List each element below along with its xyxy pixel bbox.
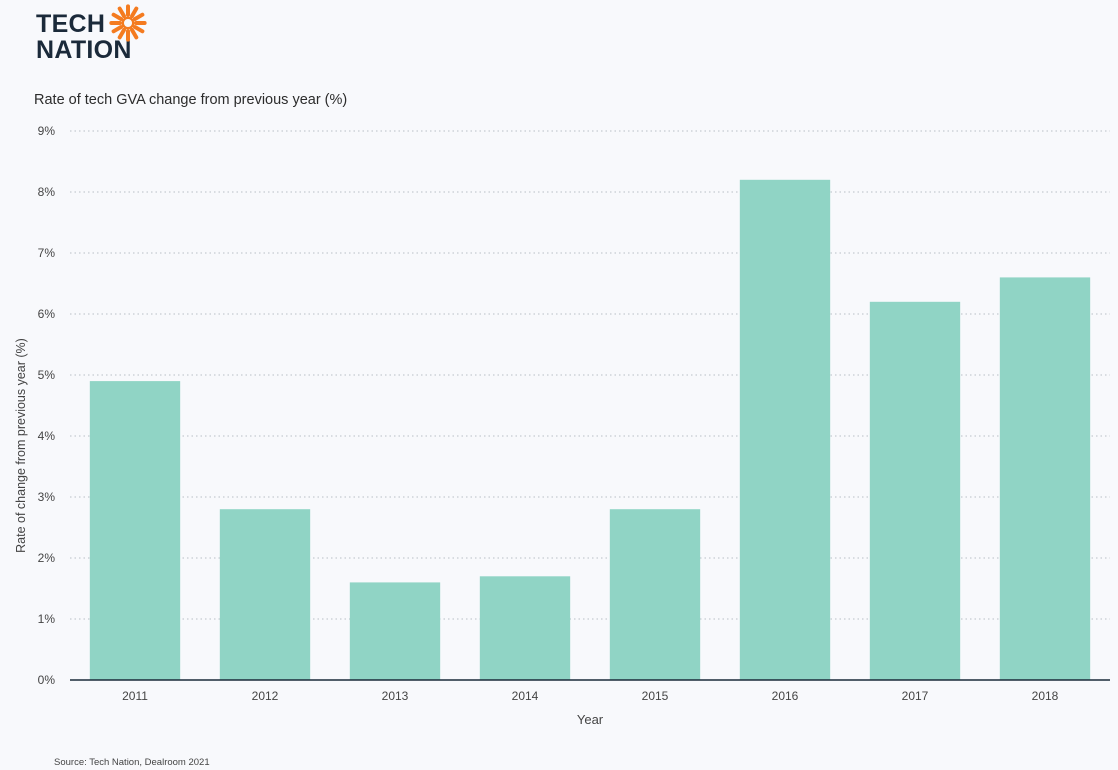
x-tick-label: 2012 — [252, 689, 279, 703]
bar-2016 — [739, 179, 831, 681]
x-tick-label: 2013 — [382, 689, 409, 703]
y-tick-label: 9% — [38, 124, 56, 138]
source-note: Source: Tech Nation, Dealroom 2021 — [54, 757, 210, 768]
logo-line-1: TECH — [36, 10, 106, 38]
y-tick-label: 7% — [38, 246, 56, 260]
y-tick-label: 4% — [38, 429, 56, 443]
x-axis-title: Year — [577, 712, 604, 727]
y-tick-label: 3% — [38, 490, 56, 504]
bar-2011 — [89, 381, 181, 680]
bar-2013 — [349, 582, 441, 680]
bar-2012 — [219, 509, 311, 680]
tech-nation-logo: TECH NATION — [36, 4, 156, 66]
y-axis-title: Rate of change from previous year (%) — [14, 338, 28, 553]
y-tick-label: 2% — [38, 551, 56, 565]
y-tick-label: 0% — [38, 673, 56, 687]
x-tick-label: 2011 — [122, 689, 148, 703]
y-tick-label: 8% — [38, 185, 56, 199]
y-tick-label: 5% — [38, 368, 56, 382]
bar-2014 — [479, 576, 571, 680]
x-tick-label: 2015 — [642, 689, 669, 703]
bar-2015 — [609, 509, 701, 680]
bar-2018 — [999, 277, 1091, 680]
x-tick-label: 2016 — [772, 689, 799, 703]
chart-title: Rate of tech GVA change from previous ye… — [34, 92, 348, 108]
y-tick-label: 6% — [38, 307, 56, 321]
sun-icon — [109, 4, 147, 42]
x-tick-label: 2014 — [512, 689, 539, 703]
x-tick-label: 2018 — [1032, 689, 1059, 703]
y-tick-label: 1% — [38, 612, 56, 626]
logo-line-2: NATION — [36, 36, 132, 64]
x-tick-label: 2017 — [902, 689, 929, 703]
bar-2017 — [869, 301, 961, 680]
